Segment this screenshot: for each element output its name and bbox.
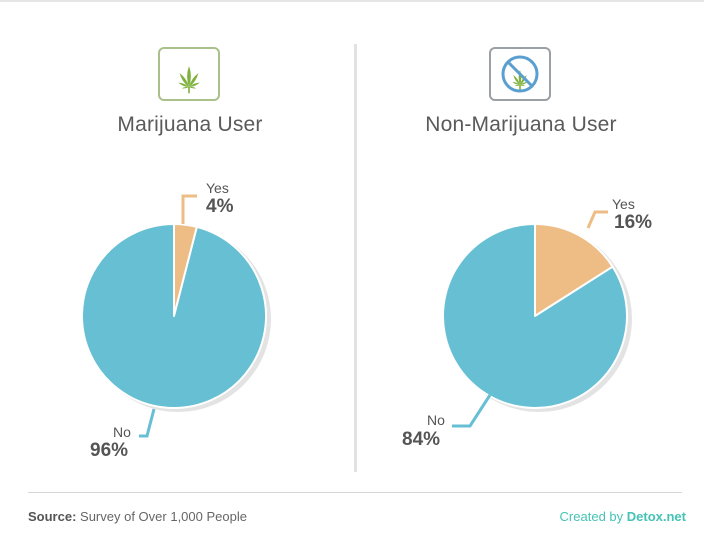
- leaflet-6: [189, 86, 197, 89]
- leaf-stem: [188, 87, 190, 94]
- leaflet-2: [189, 73, 199, 87]
- no-value-left: 96%: [90, 440, 129, 461]
- chart-title-right: Non-Marijuana User: [425, 113, 617, 136]
- pie-slice-no: [81, 223, 267, 409]
- pie-slice-yes: [534, 223, 614, 317]
- no-label-left: No: [113, 424, 131, 440]
- leader-line-no: [139, 408, 156, 438]
- cannabis-leaf-icon: [158, 47, 220, 101]
- yes-value-left: 4%: [206, 196, 234, 217]
- source-label: Source:: [28, 509, 77, 524]
- credit-link[interactable]: Created by Detox.net: [560, 509, 686, 524]
- footer-rule: [28, 492, 682, 493]
- panel-divider: [354, 44, 357, 472]
- no-cannabis-icon: [489, 47, 551, 101]
- leaflet-1: [513, 75, 520, 85]
- source-text: Survey of Over 1,000 People: [80, 509, 247, 524]
- leaf-stem: [519, 85, 521, 90]
- leader-line-yes: [181, 194, 197, 224]
- leaflet-3: [512, 81, 520, 85]
- leader-line-no: [452, 394, 492, 428]
- leaflet-1: [179, 73, 189, 87]
- no-label-right: No: [427, 412, 445, 428]
- credit-brand: Detox.net: [626, 509, 686, 524]
- leaflet-4: [520, 81, 528, 85]
- leaflet-0: [187, 66, 191, 87]
- leaflet-4: [189, 82, 200, 87]
- yes-value-right: 16%: [614, 212, 653, 233]
- leaflet-6: [520, 84, 526, 87]
- yes-label-right: Yes: [612, 196, 635, 212]
- leaflet-5: [514, 84, 520, 87]
- source-note: Source: Survey of Over 1,000 People: [28, 509, 247, 524]
- leaflet-5: [181, 86, 189, 89]
- no-value-right: 84%: [402, 429, 441, 450]
- credit-prefix: Created by: [559, 509, 624, 524]
- leader-line-yes: [586, 210, 608, 229]
- chart-title-left: Marijuana User: [117, 113, 263, 136]
- leaflet-3: [178, 82, 189, 87]
- yes-label-left: Yes: [206, 180, 229, 196]
- top-rule: [0, 0, 704, 2]
